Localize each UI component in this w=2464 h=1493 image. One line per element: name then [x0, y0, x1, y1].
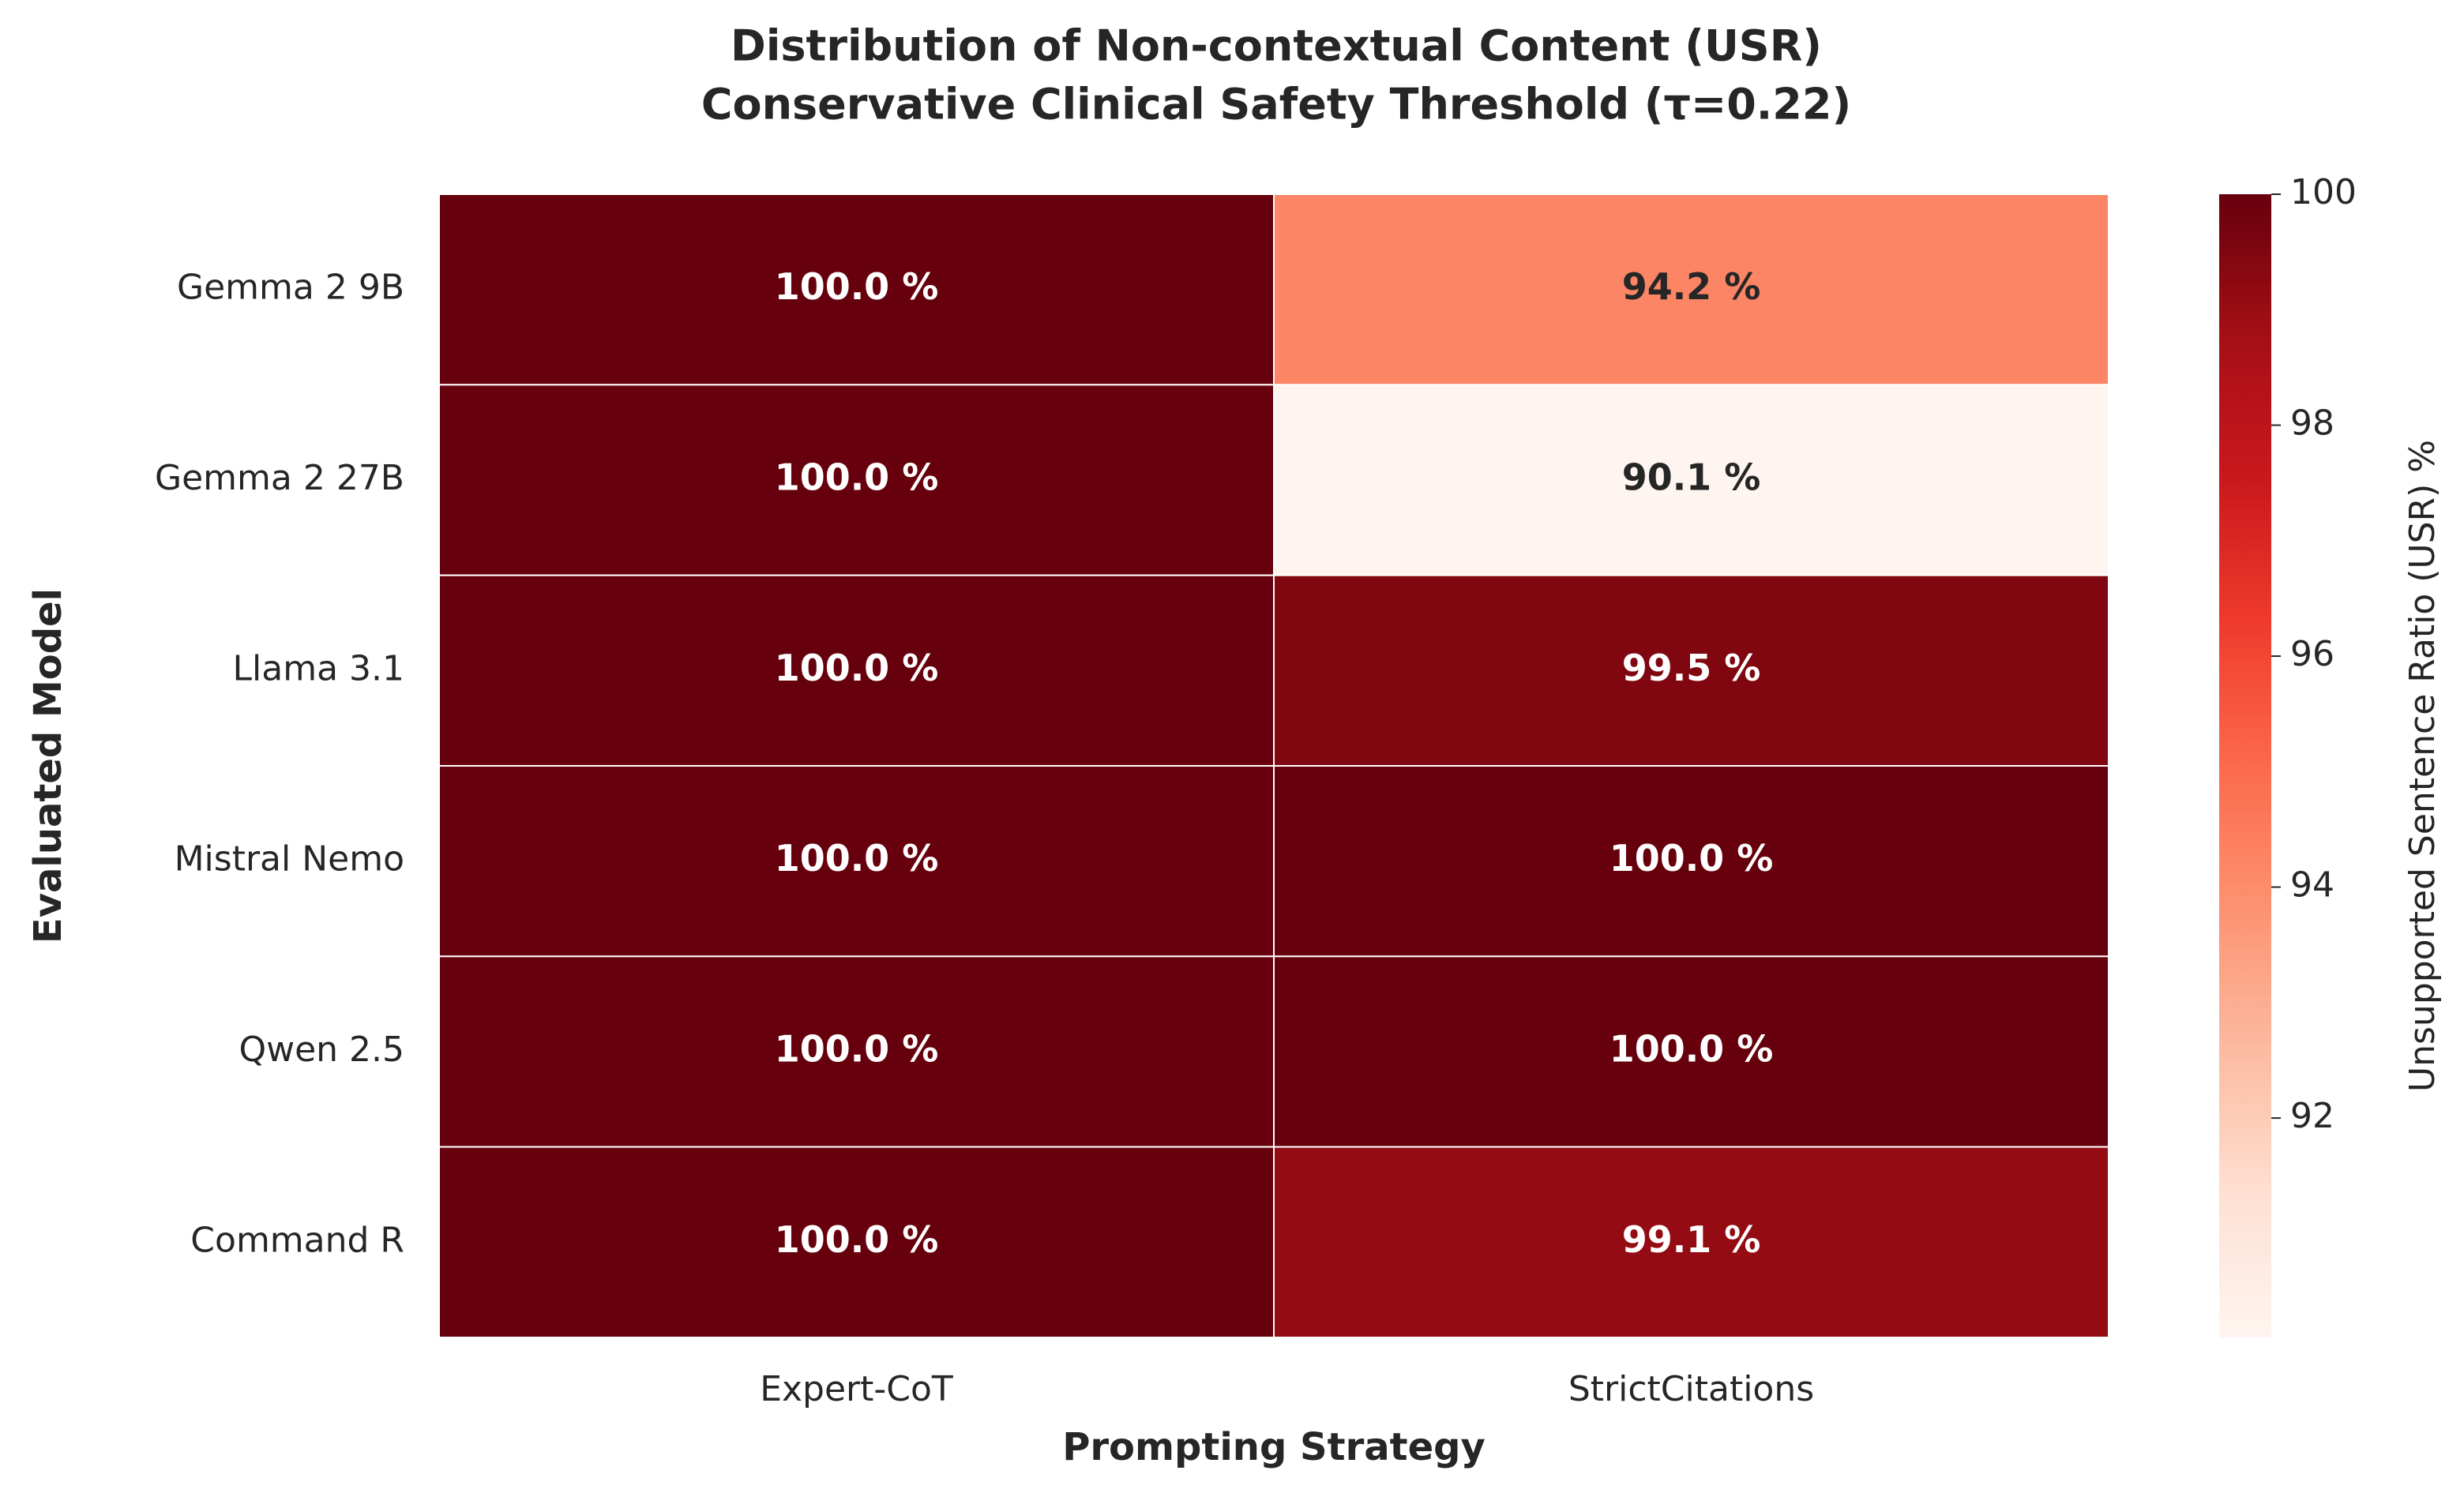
heatmap-cell [438, 765, 1275, 958]
cell-label: 100.0 % [775, 647, 939, 689]
y-tick-label: Mistral Nemo [175, 839, 404, 880]
y-tick-label: Command R [190, 1220, 404, 1260]
cell-label: 100.0 % [1609, 837, 1774, 880]
cell-label: 99.1 % [1622, 1218, 1761, 1261]
cell-label: 100.0 % [775, 456, 939, 499]
colorbar-tick-label: 92 [2290, 1096, 2334, 1136]
cell-label: 100.0 % [775, 837, 939, 880]
colorbar [2219, 194, 2271, 1337]
heatmap-cell [1273, 1146, 2109, 1338]
colorbar-tick-label: 94 [2290, 865, 2334, 906]
y-tick-label: Gemma 2 27B [155, 458, 404, 498]
heatmap-cell [438, 574, 1275, 767]
heatmap-cell [1273, 384, 2109, 576]
cell-label: 100.0 % [775, 1028, 939, 1071]
cell-label: 100.0 % [775, 1218, 939, 1261]
y-tick-label: Qwen 2.5 [239, 1030, 404, 1070]
cell-label: 99.5 % [1622, 647, 1761, 689]
colorbar-tick-label: 96 [2290, 634, 2334, 674]
y-tick-label: Llama 3.1 [233, 648, 405, 688]
cell-label: 100.0 % [775, 265, 939, 308]
cell-label: 100.0 % [1609, 1028, 1774, 1071]
heatmap-cell [1273, 193, 2109, 386]
x-tick-label: Expert-CoT [760, 1369, 953, 1409]
heatmap-cell [438, 384, 1275, 576]
heatmap-cell [1273, 955, 2109, 1148]
x-tick-label: StrictCitations [1568, 1369, 1814, 1409]
chart-subtitle: Conservative Clinical Safety Threshold (… [701, 80, 1851, 129]
colorbar-tick-label: 100 [2290, 172, 2357, 212]
y-axis-label: Evaluated Model [26, 588, 70, 943]
cell-label: 94.2 % [1622, 265, 1761, 308]
x-axis-label: Prompting Strategy [1062, 1425, 1486, 1469]
cell-label: 90.1 % [1622, 456, 1761, 499]
y-tick-label: Gemma 2 9B [177, 268, 404, 308]
heatmap-cell [1273, 765, 2109, 958]
heatmap-cell [438, 193, 1275, 386]
colorbar-label: Unsupported Sentence Ratio (USR) % [2402, 440, 2443, 1092]
colorbar-tick-label: 98 [2290, 403, 2334, 444]
chart-title: Distribution of Non-contextual Content (… [731, 21, 1822, 71]
heatmap-cell [1273, 574, 2109, 767]
